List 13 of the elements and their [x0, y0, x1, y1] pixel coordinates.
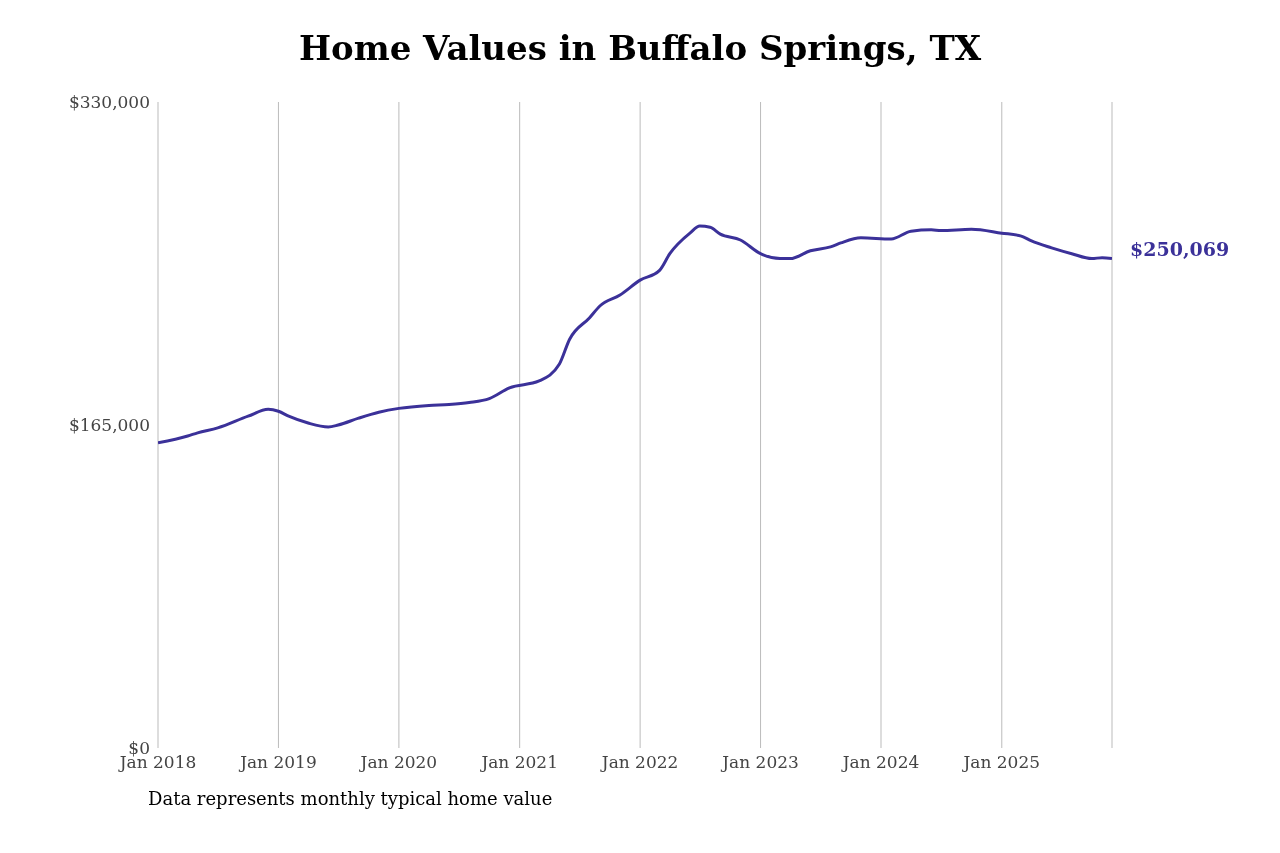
- y-tick-label: $165,000: [68, 415, 150, 436]
- x-tick-label: Jan 2024: [840, 752, 920, 773]
- chart-title: Home Values in Buffalo Springs, TX: [297, 28, 983, 70]
- x-tick-label: Jan 2022: [599, 752, 679, 773]
- annotation: $250,069: [1130, 238, 1230, 261]
- text: Data represents monthly typical home value: [148, 788, 554, 809]
- x-tick-label: Jan 2021: [479, 752, 558, 773]
- line-series: [158, 224, 1112, 445]
- x-tick-label: Jan 2025: [961, 752, 1041, 773]
- y-tick-label: $330,000: [68, 92, 150, 113]
- x-tick-label: Jan 2023: [720, 752, 799, 773]
- x-tick-label: Jan 2019: [238, 752, 317, 773]
- x-tick-label: Jan 2020: [358, 752, 438, 773]
